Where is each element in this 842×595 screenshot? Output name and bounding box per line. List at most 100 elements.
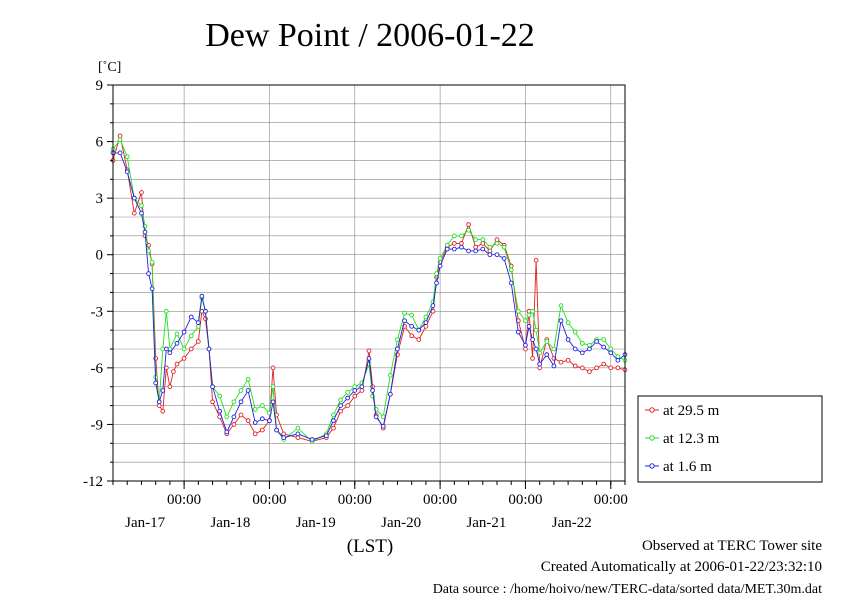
legend-swatch-marker (649, 463, 655, 469)
data-point (174, 340, 180, 346)
data-point (466, 222, 471, 227)
data-point (117, 150, 123, 156)
data-point (608, 350, 614, 356)
legend-label: at 29.5 m (663, 403, 720, 419)
series-0 (110, 133, 628, 444)
data-point (572, 363, 578, 369)
data-point (530, 337, 535, 342)
data-point (533, 258, 539, 263)
data-point (537, 350, 543, 356)
data-point (466, 227, 471, 233)
data-point (359, 388, 365, 393)
data-point (156, 399, 162, 405)
data-point (117, 133, 123, 139)
data-point (199, 293, 205, 299)
data-point (217, 408, 223, 414)
x-time-label: 00:00 (423, 492, 457, 508)
data-point (224, 414, 230, 420)
data-point (181, 346, 187, 352)
data-point (210, 399, 215, 405)
x-time-label: 00:00 (508, 492, 542, 508)
data-point (487, 244, 493, 250)
data-point (572, 329, 578, 335)
data-point (156, 403, 162, 408)
data-point (245, 418, 251, 424)
data-point (160, 408, 166, 414)
legend-swatch-marker (649, 435, 655, 441)
data-point (587, 342, 592, 348)
x-time-label: 00:00 (594, 492, 628, 508)
data-source-note: Data source : /home/hoivo/new/TERC-data/… (433, 582, 822, 595)
data-point (434, 280, 439, 286)
data-point (487, 248, 493, 254)
data-point (142, 229, 148, 235)
data-point (139, 203, 144, 209)
data-point (195, 324, 201, 329)
data-point (203, 308, 208, 314)
data-point (370, 388, 375, 393)
data-point (331, 412, 336, 418)
data-point (608, 346, 614, 352)
data-point (494, 241, 500, 246)
data-point (579, 340, 585, 346)
data-point (444, 242, 450, 248)
x-date-label: Jan-22 (552, 515, 592, 531)
data-point (587, 369, 592, 374)
data-point (387, 391, 393, 397)
x-date-label: Jan-18 (210, 515, 250, 531)
data-point (459, 233, 464, 239)
x-time-label: 00:00 (167, 492, 201, 508)
legend-label: at 1.6 m (663, 459, 712, 475)
data-point (295, 431, 301, 437)
data-point (473, 237, 479, 242)
data-point (533, 346, 539, 352)
data-point (124, 154, 130, 160)
data-point (352, 384, 358, 390)
x-time-label: 00:00 (252, 492, 286, 508)
data-point (501, 256, 507, 261)
data-point (281, 435, 287, 440)
data-point (153, 380, 159, 386)
data-point (231, 414, 237, 420)
data-point (530, 356, 535, 361)
data-point (174, 361, 180, 367)
data-point (416, 327, 422, 333)
legend-swatch-marker (649, 407, 655, 413)
data-point (409, 324, 415, 329)
data-point (267, 418, 272, 424)
data-point (558, 318, 564, 324)
data-point (245, 388, 251, 393)
data-point (124, 169, 130, 175)
data-point (437, 256, 443, 261)
data-point (270, 399, 276, 405)
data-point (188, 333, 194, 339)
data-point (203, 316, 208, 322)
data-point (558, 303, 564, 308)
data-point (338, 408, 343, 414)
data-point (423, 320, 429, 325)
data-point (608, 365, 614, 371)
data-point (565, 357, 571, 363)
data-point (537, 365, 543, 371)
series-line (113, 152, 626, 440)
y-axis: 9 6 3 0 -3 -6 -9 -12 (83, 78, 113, 490)
chart-title: Dew Point / 2006-01-22 (205, 17, 535, 54)
data-point (380, 423, 386, 429)
data-point (615, 354, 621, 359)
legend-label: at 12.3 m (663, 431, 720, 447)
series-2 (110, 150, 628, 442)
data-point (579, 365, 585, 371)
data-point (149, 259, 155, 265)
data-point (480, 241, 486, 246)
data-point (523, 318, 528, 324)
data-point (459, 244, 464, 250)
y-tick-label: 0 (96, 248, 104, 264)
y-axis-unit: [˚C] (98, 60, 121, 75)
data-point (533, 327, 539, 333)
series-line (112, 135, 626, 442)
data-point (451, 246, 457, 252)
data-point (188, 314, 194, 320)
data-point (270, 365, 276, 371)
data-point (402, 310, 407, 316)
data-point (480, 246, 486, 252)
